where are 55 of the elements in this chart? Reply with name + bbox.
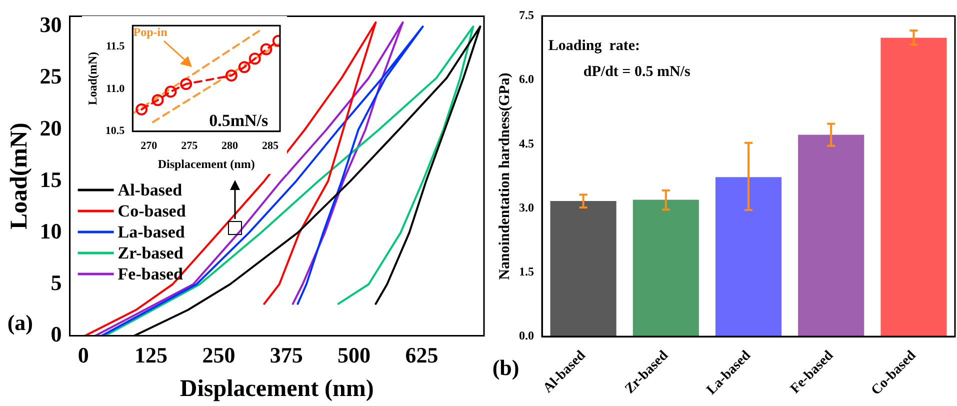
y-tick-label: 4.5 bbox=[519, 136, 534, 150]
y-tick-label: 30 bbox=[40, 12, 62, 38]
x-axis-title: Displacement (nm) bbox=[180, 376, 374, 402]
y-tick-label: 10.5 bbox=[105, 125, 126, 138]
y-tick-label: 6.0 bbox=[519, 72, 534, 86]
x-axis-title: Displacement (nm) bbox=[158, 156, 255, 171]
x-tick-label: 270 bbox=[140, 140, 158, 152]
point bbox=[180, 78, 192, 90]
point bbox=[164, 86, 177, 98]
y-tick-label: 20 bbox=[40, 115, 62, 140]
y-tick-label: 25 bbox=[40, 64, 62, 89]
y-tick-label: 0.0 bbox=[519, 328, 534, 343]
text: (a) bbox=[7, 310, 34, 335]
legend-label: La-based bbox=[118, 222, 186, 242]
y-tick-label: 1.5 bbox=[519, 264, 534, 279]
annotation: Loading rate: bbox=[548, 38, 640, 54]
y-tick-label: 3.0 bbox=[519, 200, 534, 214]
bar bbox=[550, 201, 616, 337]
y-tick-label: 11.5 bbox=[106, 40, 126, 53]
bar bbox=[632, 200, 699, 337]
x-tick-label: 250 bbox=[202, 342, 236, 368]
bar bbox=[715, 177, 782, 337]
point bbox=[238, 61, 250, 74]
legend-label: Al-based bbox=[118, 180, 183, 200]
y-tick-label: 10 bbox=[40, 218, 62, 244]
annotation: 0.5mN/s bbox=[209, 111, 269, 130]
x-tick-label: 625 bbox=[405, 342, 438, 368]
x-tick-label: 375 bbox=[270, 342, 303, 368]
x-tick-label: 500 bbox=[338, 342, 371, 368]
point bbox=[248, 52, 261, 65]
point bbox=[225, 70, 238, 82]
point bbox=[136, 103, 148, 116]
annotation: Pop-in bbox=[133, 25, 168, 39]
x-tick-label: 125 bbox=[134, 342, 168, 368]
y-tick-label: 15 bbox=[40, 166, 62, 192]
y-axis-title: Nanoindentation hardness(GPa) bbox=[496, 72, 513, 280]
x-tick-label: 285 bbox=[262, 140, 280, 152]
y-axis-title: Load(mN) bbox=[6, 122, 33, 230]
legend-label: Zr-based bbox=[118, 243, 184, 262]
annotation: dP/dt = 0.5 mN/s bbox=[583, 64, 690, 80]
point bbox=[152, 94, 164, 106]
y-tick-label: 11.0 bbox=[106, 82, 126, 95]
legend-label: Fe-based bbox=[118, 264, 184, 284]
bar bbox=[880, 38, 947, 337]
y-tick-label: 7.5 bbox=[519, 8, 534, 22]
bar bbox=[798, 134, 864, 337]
y-tick-label: 0 bbox=[50, 321, 62, 346]
y-tick-label: 5 bbox=[50, 270, 62, 295]
y-axis-title: Load(mN) bbox=[85, 52, 100, 106]
x-tick-label: 280 bbox=[222, 140, 239, 152]
x-tick-label: 275 bbox=[181, 140, 198, 152]
text: (b) bbox=[492, 355, 520, 380]
x-tick-label: 0 bbox=[78, 342, 89, 368]
point bbox=[260, 43, 272, 56]
legend-label: Co-based bbox=[118, 201, 186, 220]
